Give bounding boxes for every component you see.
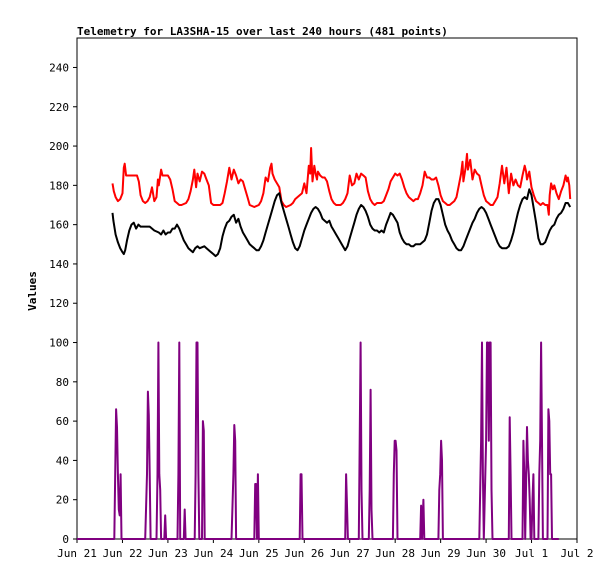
y-tick-label: 20 [56,494,69,507]
x-tick-label: Jun 26 [284,547,324,560]
y-tick-label: 160 [49,219,69,232]
x-tick-label: Jul 2 [560,547,593,560]
x-tick-label: Jun 22 [103,547,143,560]
x-tick-label: Jul 1 [515,547,548,560]
series-line-2 [111,188,572,258]
y-tick-label: 200 [49,140,69,153]
x-tick-label: Jun 30 [466,547,506,560]
y-tick-label: 140 [49,258,69,271]
y-tick-label: 40 [56,454,69,467]
y-axis: 0 20 40 60 80 100 120 140 160 180 200 220 240 [49,61,77,546]
series-line-1 [111,147,572,216]
y-tick-label: 100 [49,337,69,350]
y-axis-label: Values [26,271,39,311]
y-tick-label: 0 [62,533,69,546]
y-tick-label: 60 [56,415,69,428]
x-tick-label: Jun 28 [375,547,415,560]
x-tick-label: Jun 25 [239,547,279,560]
y-tick-label: 220 [49,101,69,114]
x-tick-label: Jun 27 [330,547,370,560]
y-tick-label: 240 [49,61,69,74]
x-tick-label: Jun 29 [421,547,461,560]
x-axis: Jun 21 Jun 22 Jun 23 Jun 24 Jun 25 Jun 26 Jun … [57,539,594,560]
y-tick-label: 80 [56,376,69,389]
y-tick-label: 180 [49,179,69,192]
chart-title: Telemetry for LA3SHA-15 over last 240 ho… [77,25,448,38]
y-tick-label: 120 [49,297,69,310]
x-tick-label: Jun 21 [57,547,97,560]
x-tick-label: Jun 24 [193,547,233,560]
series-layer [77,147,572,540]
series-line-3 [77,341,559,540]
x-tick-label: Jun 23 [148,547,188,560]
